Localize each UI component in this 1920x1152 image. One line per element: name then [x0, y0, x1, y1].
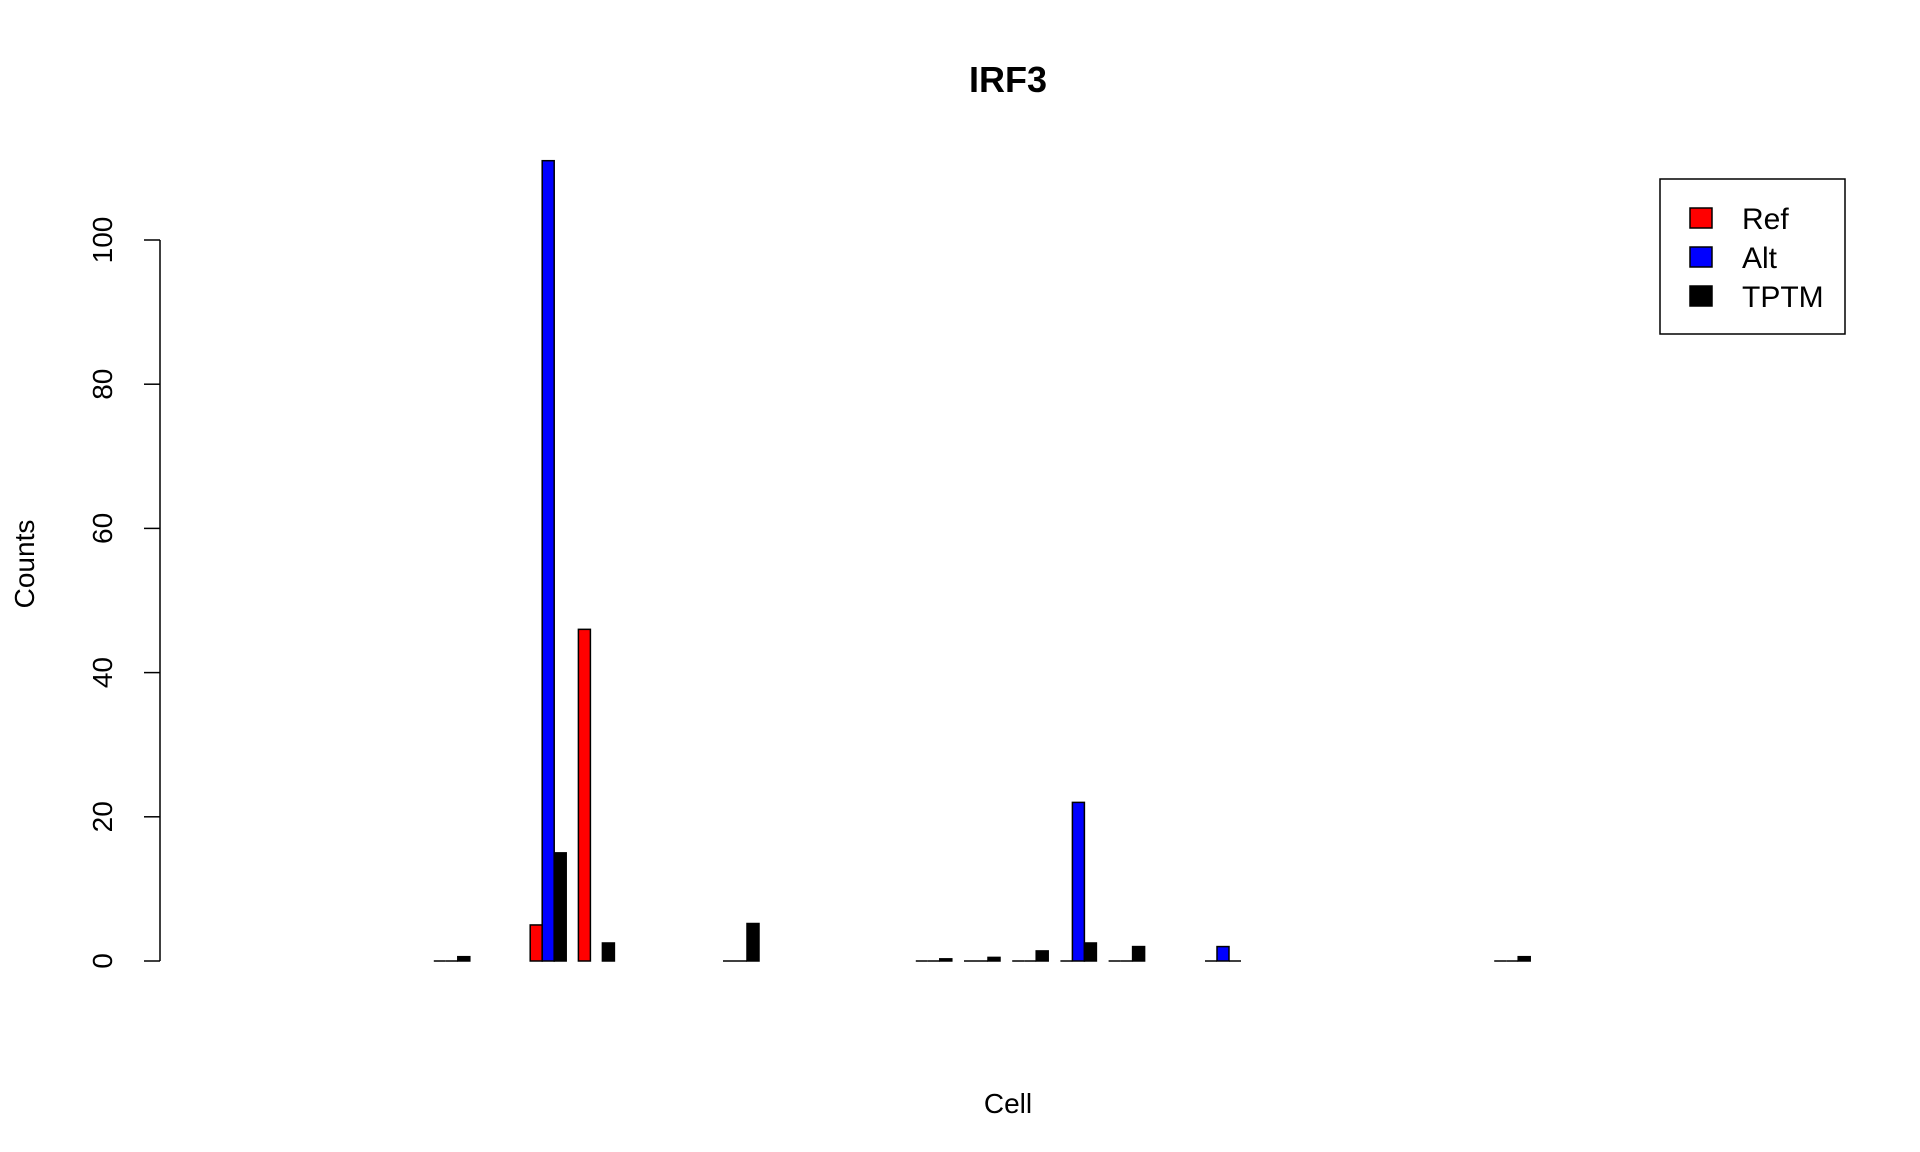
bar-tptm-9 — [457, 955, 471, 962]
y-tick-label: 40 — [87, 657, 118, 688]
bar-tptm-20 — [987, 956, 1001, 962]
legend-label-alt: Alt — [1742, 242, 1778, 275]
bar-tptm-15 — [746, 922, 760, 962]
legend-label-tptm: TPTM — [1742, 281, 1824, 314]
x-axis-label: Cell — [984, 1088, 1032, 1119]
y-axis: 0 20 40 60 80 100 — [87, 217, 161, 969]
legend-swatch-ref — [1689, 207, 1713, 229]
y-tick-label: 20 — [87, 801, 118, 832]
bar-tptm-21 — [1035, 950, 1049, 962]
legend-swatch-tptm — [1689, 285, 1713, 307]
legend-swatch-alt — [1689, 246, 1713, 268]
bar-ref-12 — [577, 628, 592, 962]
bar-alt-11 — [541, 159, 555, 962]
bar-tptm-12 — [601, 942, 616, 962]
bar-alt-22 — [1071, 801, 1086, 962]
y-tick-label: 100 — [87, 217, 118, 264]
bar-tptm-22 — [1083, 942, 1098, 962]
y-tick-label: 0 — [87, 953, 118, 969]
y-axis-label: Counts — [9, 520, 40, 609]
legend: Ref Alt TPTM — [1659, 178, 1846, 335]
bar-ref-11 — [529, 924, 543, 962]
legend-label-ref: Ref — [1742, 203, 1789, 236]
chart-title: IRF3 — [969, 59, 1047, 100]
bar-tptm-31 — [1517, 955, 1531, 962]
y-tick-label: 60 — [87, 513, 118, 544]
bar-alt-25 — [1216, 945, 1230, 962]
bar-tptm-19 — [939, 958, 953, 962]
bar-tptm-23 — [1131, 945, 1146, 962]
bar-tptm-11 — [553, 852, 567, 962]
y-tick-label: 80 — [87, 369, 118, 400]
bars-group — [433, 159, 1531, 962]
